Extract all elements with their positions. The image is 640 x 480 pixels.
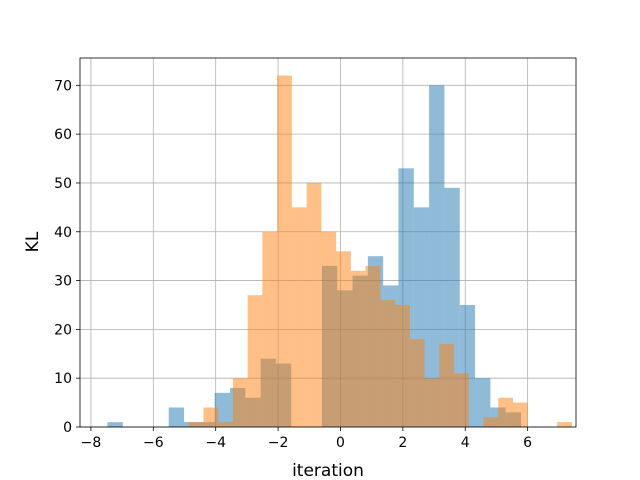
x-tick-label: −6 (143, 435, 164, 451)
histogram-bar-series-2 (232, 378, 248, 427)
histogram-bar-series-2 (395, 304, 410, 427)
histogram-bar-series-2 (454, 373, 469, 427)
histogram-bar-series-1 (475, 378, 491, 427)
x-tick-label: −4 (205, 435, 226, 451)
y-tick-label: 50 (54, 176, 72, 192)
histogram-bar-series-2 (277, 75, 292, 428)
histogram-bar-series-2 (483, 417, 499, 427)
x-tick-label: 2 (398, 435, 407, 451)
y-tick-label: 20 (54, 322, 72, 338)
histogram-bar-series-2 (512, 402, 528, 427)
y-tick-label: 60 (54, 127, 72, 143)
histogram-bar-series-1 (429, 85, 445, 427)
x-axis-label: iteration (292, 461, 364, 480)
histogram-bar-series-2 (306, 182, 322, 427)
x-tick-label: 6 (523, 435, 532, 451)
x-tick-label: −2 (268, 435, 289, 451)
y-tick-label: 10 (54, 371, 72, 387)
y-tick-label: 70 (54, 78, 72, 94)
histogram-bar-series-2 (247, 295, 263, 427)
histogram-bar-series-2 (291, 207, 307, 427)
histogram-bar-series-2 (365, 265, 381, 427)
y-tick-label: 30 (54, 274, 72, 290)
histogram-bar-series-2 (380, 300, 396, 427)
y-tick-label: 40 (54, 225, 72, 241)
histogram-bar-series-2 (188, 422, 204, 427)
x-tick-label: 0 (336, 435, 345, 451)
bars (107, 75, 572, 428)
y-axis-label: KL (23, 231, 43, 252)
plot-frame (79, 57, 577, 428)
histogram-bar-series-2 (439, 344, 455, 427)
histogram-bar-series-2 (350, 270, 366, 427)
histogram-bar-series-2 (203, 407, 219, 427)
x-tick-label: 4 (461, 435, 470, 451)
histogram-bar-series-2 (321, 231, 337, 427)
histogram-bar-series-2 (262, 231, 278, 427)
histogram-bar-series-2 (557, 422, 572, 427)
x-tick-label: −8 (81, 435, 102, 451)
histogram-bar-series-1 (214, 392, 230, 427)
histogram-bar-series-2 (218, 422, 233, 427)
histogram-bar-series-2 (409, 339, 425, 427)
histogram-bar-series-1 (168, 407, 185, 427)
histogram-bar-series-1 (107, 422, 123, 427)
histogram-bar-series-2 (498, 397, 513, 427)
histogram-bar-series-2 (336, 251, 351, 427)
y-tick-label: 0 (63, 420, 72, 436)
histogram-bar-series-2 (424, 378, 440, 427)
